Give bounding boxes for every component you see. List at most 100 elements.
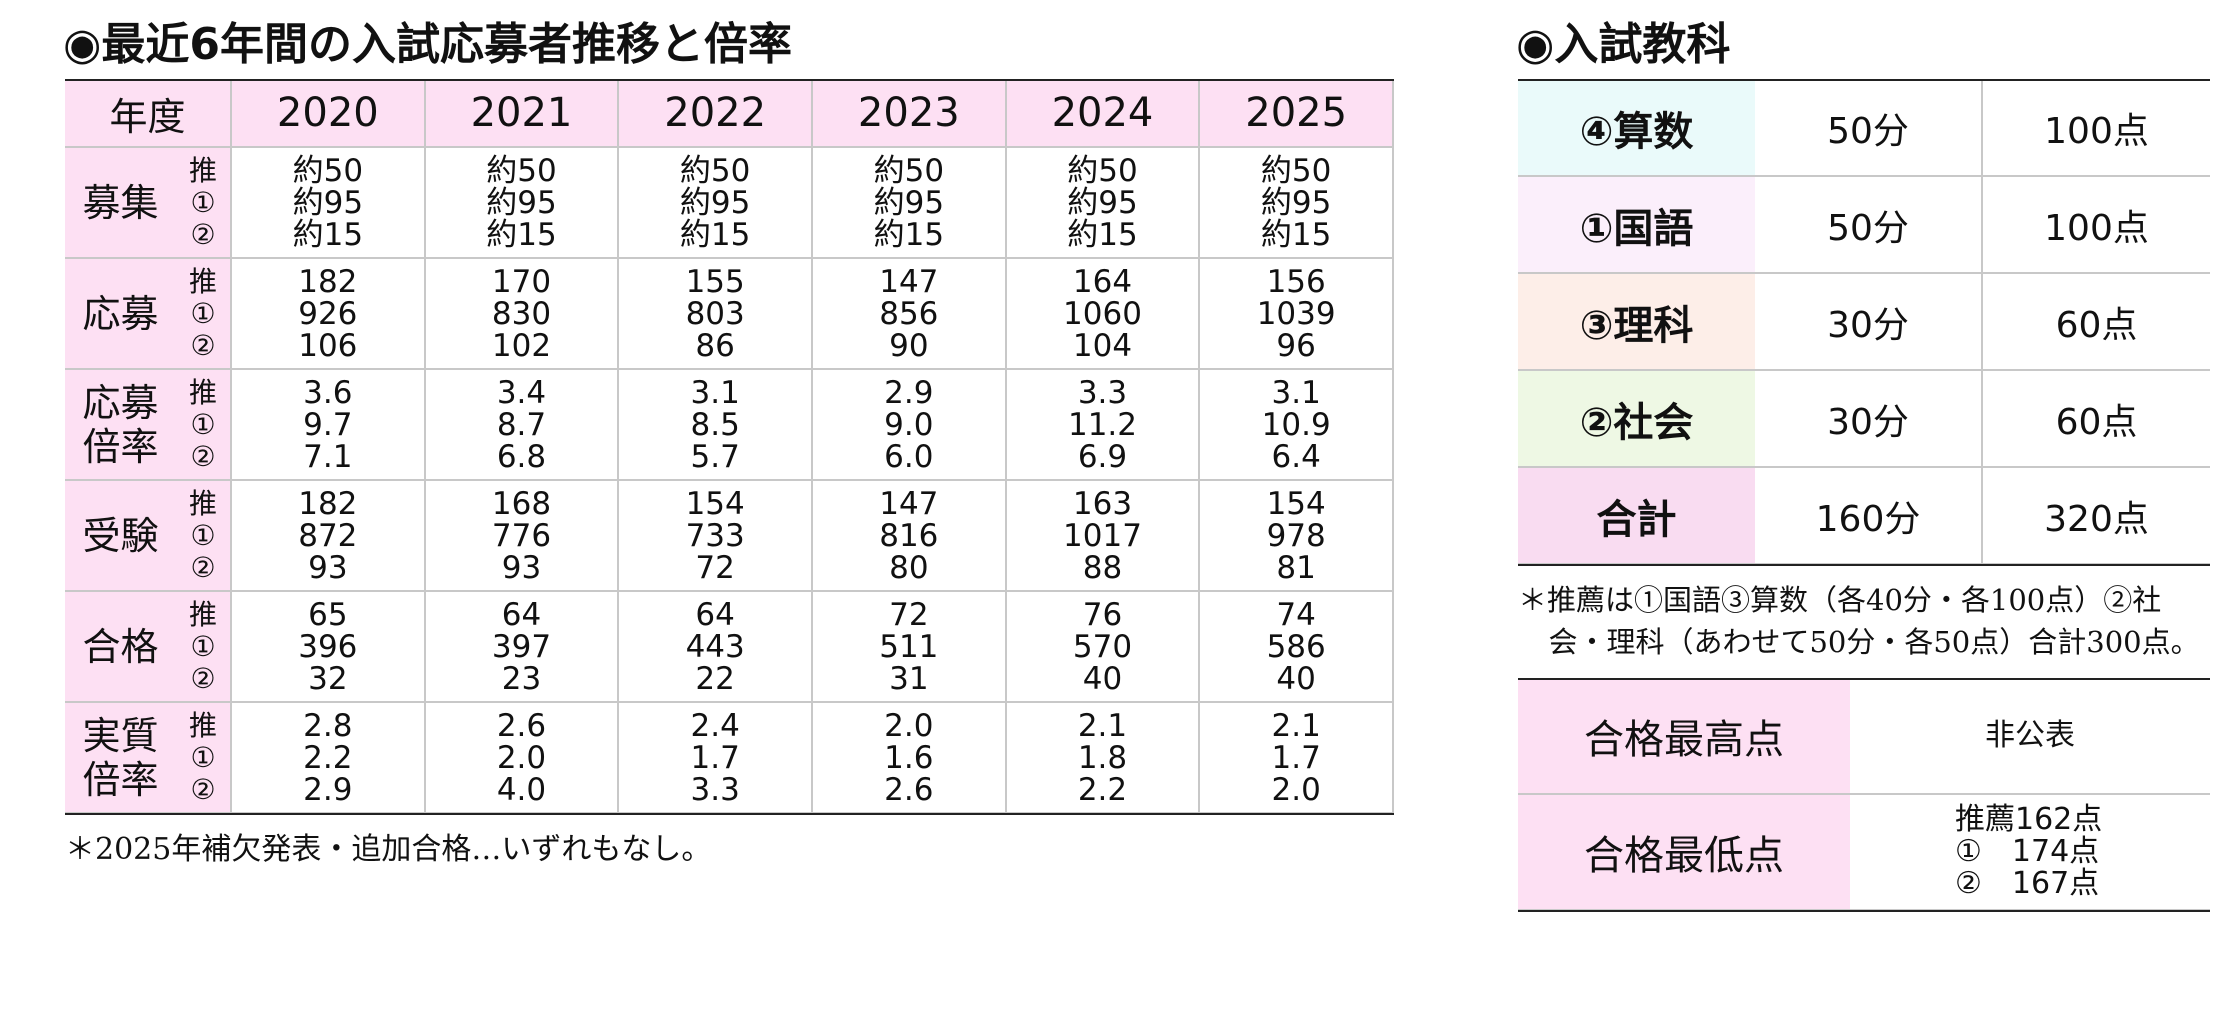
value: 3.3 bbox=[690, 771, 740, 808]
data-cell: 147 816 80 bbox=[813, 481, 1007, 592]
value: 22 bbox=[695, 660, 735, 697]
value: 90 bbox=[889, 327, 929, 364]
year-header: 2020 bbox=[232, 80, 426, 148]
data-cell: 154 733 72 bbox=[619, 481, 813, 592]
value: 88 bbox=[1082, 549, 1123, 586]
value: 93 bbox=[308, 549, 348, 586]
value: 10.9 bbox=[1261, 406, 1331, 443]
value: 1.7 bbox=[690, 739, 740, 776]
value: 約15 bbox=[1067, 216, 1138, 253]
subject-points: 100点 bbox=[1983, 80, 2210, 177]
sub-label: 推 bbox=[188, 486, 217, 520]
sub-label: ② bbox=[190, 439, 216, 473]
data-cell: 164 1060 104 bbox=[1006, 259, 1201, 370]
table-bottom-rule bbox=[65, 813, 1394, 815]
data-cell: 168 776 93 bbox=[425, 481, 620, 592]
section-title: ◉入試教科 bbox=[1516, 10, 2116, 70]
header-label: 年度 bbox=[65, 80, 232, 148]
note-text: ＊2025年補欠発表・追加合格…いずれもなし。 bbox=[65, 832, 712, 867]
value: 3.4 bbox=[496, 374, 547, 411]
value: 1039 bbox=[1256, 295, 1336, 332]
value: 1.7 bbox=[1271, 739, 1321, 776]
row-label-line: 応募 bbox=[82, 380, 159, 425]
sub-label: ① bbox=[190, 407, 216, 441]
time: 160分 bbox=[1815, 498, 1921, 540]
row-label-line: 倍率 bbox=[82, 757, 159, 802]
value: 163 bbox=[1072, 485, 1133, 522]
data-cell: 約50 約95 約15 bbox=[1200, 148, 1394, 259]
points: 100点 bbox=[2044, 110, 2149, 152]
value: 2.8 bbox=[303, 707, 353, 744]
sub-label: 推 bbox=[188, 597, 217, 631]
value: 168 bbox=[491, 485, 552, 522]
year-header: 2021 bbox=[425, 80, 620, 148]
value: 856 bbox=[879, 295, 939, 332]
subject-time: 160分 bbox=[1755, 468, 1983, 565]
data-cell: 2.9 9.0 6.0 bbox=[813, 370, 1007, 481]
value: 8.7 bbox=[496, 406, 547, 443]
value: 5.7 bbox=[690, 438, 740, 475]
value: 6.9 bbox=[1077, 438, 1128, 475]
data-cell: 72 511 31 bbox=[813, 592, 1007, 703]
sub-label: 推 bbox=[188, 708, 217, 742]
value: 約50 bbox=[1260, 152, 1332, 189]
value: 3.1 bbox=[1271, 374, 1321, 411]
row-label: 実質 倍率 bbox=[65, 703, 176, 814]
subject: 合計 bbox=[1596, 496, 1677, 543]
points: 320点 bbox=[2044, 498, 2149, 540]
value: 6.4 bbox=[1271, 438, 1321, 475]
value: 約15 bbox=[679, 216, 751, 253]
value: 86 bbox=[695, 327, 735, 364]
value: 約50 bbox=[292, 152, 364, 189]
sub-label: ② bbox=[190, 772, 216, 806]
points: 60点 bbox=[2055, 304, 2138, 346]
sub-label: ① bbox=[190, 185, 216, 219]
sub-label: ② bbox=[190, 217, 216, 251]
value: 約15 bbox=[292, 216, 364, 253]
year: 2022 bbox=[664, 90, 767, 136]
sub-label: ① bbox=[190, 296, 216, 330]
score-label: 合格最低点 bbox=[1518, 795, 1850, 911]
note: ＊2025年補欠発表・追加合格…いずれもなし。 bbox=[65, 824, 1065, 868]
row-label-line: 応募 bbox=[82, 291, 159, 336]
value: 約95 bbox=[873, 184, 945, 221]
value: 81 bbox=[1276, 549, 1316, 586]
time: 50分 bbox=[1827, 207, 1909, 249]
value: 155 bbox=[685, 263, 745, 300]
data-cell: 76 570 40 bbox=[1006, 592, 1201, 703]
row-label: 受験 bbox=[65, 481, 176, 592]
year: 2021 bbox=[470, 90, 573, 136]
value: 2.0 bbox=[884, 707, 934, 744]
subject-time: 30分 bbox=[1755, 371, 1983, 468]
value: 2.2 bbox=[1077, 771, 1128, 808]
note-text: ＊推薦は①国語③算数（各40分・各100点）②社会・理科（あわせて50分・各50… bbox=[1518, 583, 2200, 659]
subject: ②社会 bbox=[1579, 399, 1694, 446]
value: 397 bbox=[491, 628, 552, 665]
subject-name: ③理科 bbox=[1518, 274, 1755, 371]
time: 50分 bbox=[1827, 110, 1909, 152]
score-label-text: 合格最低点 bbox=[1584, 833, 1784, 879]
subject-time: 50分 bbox=[1755, 80, 1983, 177]
value: 2.1 bbox=[1271, 707, 1321, 744]
data-cell: 154 978 81 bbox=[1200, 481, 1394, 592]
data-cell: 3.1 10.9 6.4 bbox=[1200, 370, 1394, 481]
data-cell: 3.3 11.2 6.9 bbox=[1006, 370, 1201, 481]
data-cell: 約50 約95 約15 bbox=[1006, 148, 1201, 259]
table-bottom-rule bbox=[1518, 910, 2210, 912]
value: 1.8 bbox=[1077, 739, 1128, 776]
score-value-text: 推薦162点 bbox=[1955, 802, 2103, 837]
value: 443 bbox=[685, 628, 745, 665]
data-cell: 約50 約95 約15 bbox=[619, 148, 813, 259]
data-cell: 74 586 40 bbox=[1200, 592, 1394, 703]
data-cell: 182 872 93 bbox=[232, 481, 426, 592]
value: 93 bbox=[501, 549, 542, 586]
data-cell: 2.0 1.6 2.6 bbox=[813, 703, 1007, 814]
value: 8.5 bbox=[690, 406, 740, 443]
data-cell: 3.6 9.7 7.1 bbox=[232, 370, 426, 481]
value: 6.0 bbox=[884, 438, 934, 475]
